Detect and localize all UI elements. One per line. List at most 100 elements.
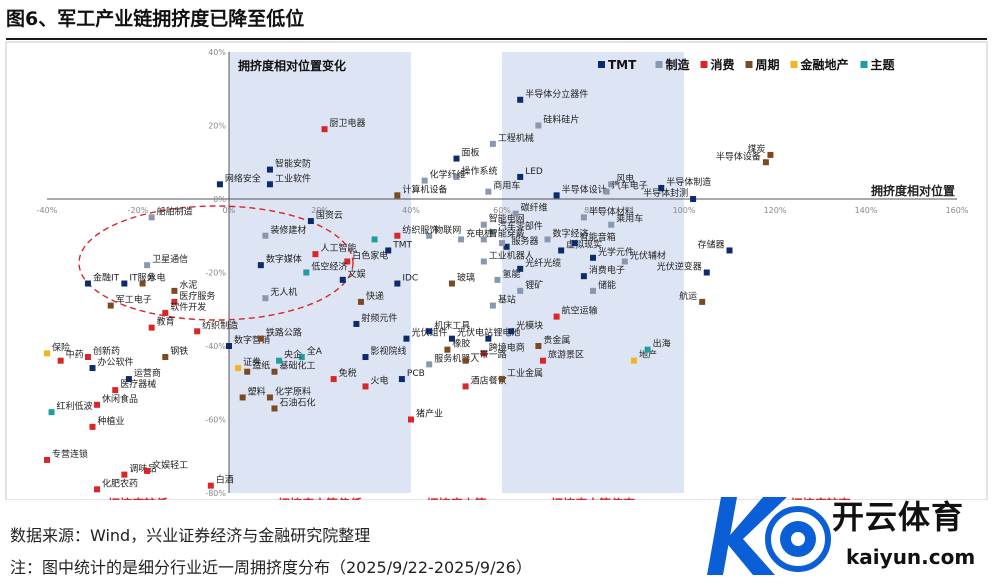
data-point	[535, 122, 542, 129]
data-point	[57, 357, 64, 364]
data-point	[125, 376, 132, 383]
data-point	[235, 365, 242, 372]
data-point	[644, 346, 651, 353]
data-point	[517, 265, 524, 272]
chart-title: 拥挤度相对位置变化	[238, 58, 346, 73]
data-point	[485, 188, 492, 195]
data-point	[426, 361, 433, 368]
data-label: 工程机械	[498, 132, 534, 144]
data-point	[139, 280, 146, 287]
data-point	[266, 181, 273, 188]
data-point	[580, 214, 587, 221]
data-label: 厨卫电器	[330, 117, 366, 129]
data-point	[403, 335, 410, 342]
data-label: 白色家电	[352, 249, 388, 261]
kaiyun-logo-text: 开云体育	[832, 498, 965, 536]
data-point	[244, 368, 251, 375]
data-label: 半导体分立器件	[525, 88, 588, 100]
data-point	[226, 343, 232, 349]
data-point	[426, 232, 433, 239]
data-label: 数字营销	[234, 334, 270, 346]
data-point	[171, 287, 178, 294]
data-label: 数字媒体	[266, 253, 302, 265]
band-label: 拥挤度中等偏低	[278, 496, 362, 500]
kaiyun-logo-url: kaiyun.com	[846, 545, 976, 569]
data-point	[590, 254, 596, 261]
data-point	[489, 302, 496, 309]
data-point	[458, 236, 465, 243]
data-point	[394, 232, 401, 239]
data-point	[162, 354, 169, 361]
legend-entry: 金融地产	[800, 57, 849, 72]
data-label: 文娱	[348, 268, 366, 280]
data-label: 化肥农药	[102, 477, 138, 489]
data-point	[448, 335, 455, 342]
band-1	[229, 52, 411, 493]
data-label: 机床工具	[434, 319, 470, 331]
data-point	[303, 269, 310, 276]
data-label: 半导体设计	[562, 183, 607, 195]
data-label: PCB	[407, 369, 425, 379]
data-label: 智能电网	[489, 213, 525, 225]
data-label: 风电	[616, 172, 634, 184]
data-point	[321, 126, 328, 133]
data-label: 商用车	[493, 180, 520, 192]
data-label: 无人机	[270, 286, 297, 298]
data-label: 影视院线	[371, 345, 407, 357]
data-label: 储能	[598, 279, 616, 291]
data-label: 免税	[339, 367, 357, 379]
data-label: 光伏逆变器	[657, 261, 702, 273]
legend-entry: 周期	[756, 57, 780, 72]
data-label: 医疗服务	[179, 290, 215, 302]
data-point	[485, 335, 492, 342]
data-label: 物联网	[434, 224, 461, 236]
x-tick-label: 40%	[402, 206, 420, 215]
x-tick-label: -20%	[128, 206, 149, 215]
data-label: 半导体制造	[666, 176, 711, 188]
data-point	[44, 350, 50, 357]
data-label: 军工电子	[116, 294, 152, 306]
data-point	[362, 354, 369, 361]
data-label: 快递	[366, 290, 384, 302]
y-tick-label: 20%	[208, 122, 226, 131]
data-point	[630, 357, 637, 364]
data-label: 水泥	[179, 279, 197, 291]
data-label: 铁路公路	[266, 327, 302, 339]
y-tick-label: 0%	[213, 195, 226, 204]
legend-entry: TMT	[608, 58, 637, 72]
data-point	[608, 221, 615, 228]
data-point	[298, 354, 305, 361]
data-point	[489, 229, 496, 236]
data-point	[590, 287, 596, 294]
data-label: 玻璃	[457, 272, 475, 284]
data-label: 煤炭	[747, 143, 765, 155]
band-3	[502, 52, 684, 493]
data-point	[621, 258, 628, 265]
data-point	[330, 376, 337, 383]
data-point	[194, 328, 201, 335]
data-point	[503, 243, 510, 250]
data-label: 消费电子	[589, 264, 625, 276]
data-label: 存储器	[697, 238, 724, 250]
legend-entry: 主题	[871, 57, 896, 72]
data-point	[271, 368, 278, 375]
data-point	[398, 376, 405, 383]
data-label: 光学元件	[598, 246, 634, 258]
data-point	[517, 96, 524, 103]
data-label: 智能穿戴	[489, 227, 525, 239]
data-label: 贵金属	[543, 334, 570, 346]
data-label: 文娱轻工	[152, 459, 188, 471]
data-point	[426, 328, 433, 335]
data-label: 保险	[52, 341, 70, 353]
data-label: 中药	[66, 349, 84, 361]
data-point	[421, 177, 428, 184]
legend-marker	[598, 61, 605, 68]
data-point	[553, 313, 560, 320]
data-point	[480, 236, 487, 243]
data-label: 全A	[307, 345, 323, 357]
data-point	[262, 232, 269, 239]
x-tick-label: 120%	[764, 206, 787, 215]
data-source: 数据来源：Wind，兴业证券经济与金融研究院整理	[10, 526, 371, 545]
data-label: 旅游景区	[548, 349, 584, 361]
x-tick-label: 60%	[493, 206, 511, 215]
